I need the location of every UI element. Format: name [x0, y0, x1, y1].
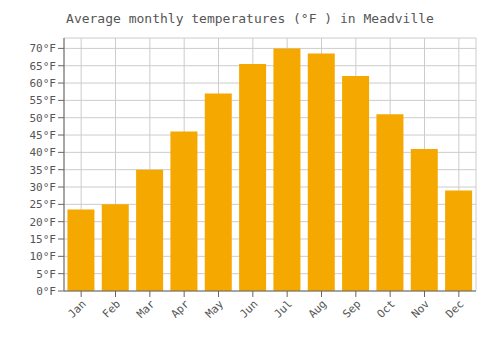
- svg-text:10°F: 10°F: [30, 250, 57, 263]
- svg-text:65°F: 65°F: [30, 60, 57, 73]
- svg-text:Jun: Jun: [237, 297, 260, 320]
- svg-text:70°F: 70°F: [30, 42, 57, 55]
- svg-text:25°F: 25°F: [30, 198, 57, 211]
- svg-text:0°F: 0°F: [36, 285, 56, 298]
- svg-text:30°F: 30°F: [30, 181, 57, 194]
- svg-text:Feb: Feb: [100, 297, 123, 320]
- svg-text:20°F: 20°F: [30, 216, 57, 229]
- svg-text:May: May: [203, 297, 227, 321]
- svg-text:Sep: Sep: [340, 297, 363, 320]
- html-text:Average monthly temperatures (: Average monthly temperatures (°F ) in Me…: [66, 11, 434, 26]
- svg-text:Jan: Jan: [66, 297, 89, 320]
- svg-text:60°F: 60°F: [30, 77, 57, 90]
- svg-text:55°F: 55°F: [30, 94, 57, 107]
- svg-text:Jul: Jul: [272, 297, 295, 320]
- svg-text:40°F: 40°F: [30, 146, 57, 159]
- svg-text:50°F: 50°F: [30, 112, 57, 125]
- svg-text:Dec: Dec: [443, 297, 466, 320]
- svg-text:5°F: 5°F: [36, 268, 56, 281]
- svg-text:Oct: Oct: [375, 297, 398, 320]
- svg-text:Mar: Mar: [134, 297, 158, 321]
- svg-text:Nov: Nov: [409, 297, 433, 321]
- svg-text:15°F: 15°F: [30, 233, 57, 246]
- svg-text:Aug: Aug: [306, 297, 329, 320]
- svg-text:35°F: 35°F: [30, 164, 57, 177]
- svg-text:Apr: Apr: [169, 297, 193, 321]
- svg-text:45°F: 45°F: [30, 129, 57, 142]
